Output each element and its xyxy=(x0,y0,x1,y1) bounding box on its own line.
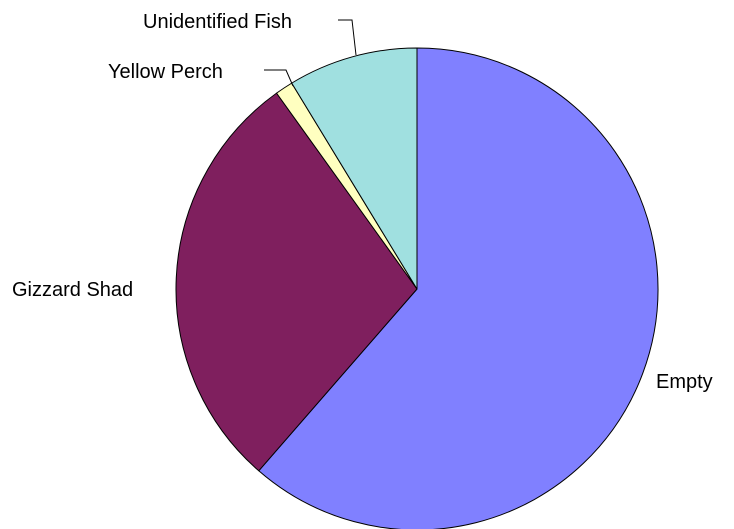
leader-line-yellow-perch xyxy=(264,69,294,87)
pie-slices xyxy=(175,47,659,529)
label-yellow-perch: Yellow Perch xyxy=(108,61,223,83)
slice-empty xyxy=(258,47,659,529)
slice-labels: Empty Gizzard Shad Yellow Perch Unidenti… xyxy=(12,11,713,393)
leader-lines xyxy=(264,19,357,87)
label-gizzard-shad: Gizzard Shad xyxy=(12,279,133,301)
slice-unidentified-fish xyxy=(291,47,418,290)
leader-line-unidentified-fish xyxy=(338,19,357,56)
slice-gizzard-shad xyxy=(175,92,418,472)
label-unidentified-fish: Unidentified Fish xyxy=(143,11,292,33)
label-empty: Empty xyxy=(656,371,713,393)
